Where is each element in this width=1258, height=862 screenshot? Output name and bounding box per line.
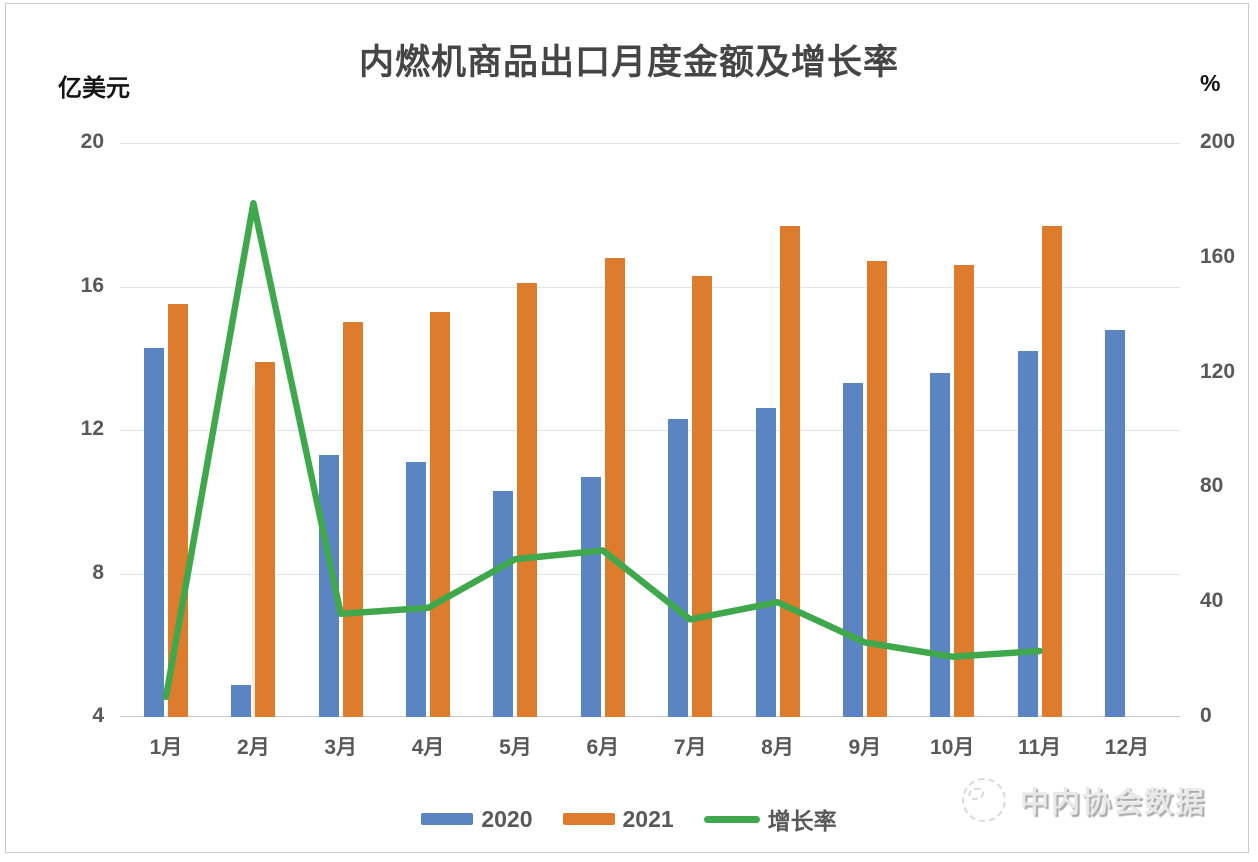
bar-2020-8月 [755,408,776,717]
bar-2020-10月 [930,372,951,717]
watermark: 中内协会数据 [957,773,1207,827]
bar-2021-9月 [866,261,887,717]
legend-item-增长率: 增长率 [703,802,837,836]
x-axis-tick-label: 11月 [1017,736,1062,759]
left-axis-tick-label: 4 [92,704,104,727]
right-axis-unit-label: % [1200,70,1221,96]
bar-2021-10月 [954,264,975,717]
x-axis-tick-label: 5月 [499,736,532,759]
right-axis-tick-label: 160 [1200,244,1236,268]
gridline [120,573,1180,575]
x-axis-tick-label: 2月 [237,736,270,759]
x-axis-tick-label: 6月 [586,736,620,759]
gridline [120,286,1180,288]
legend-item-2021: 2021 [562,805,674,833]
bar-2021-5月 [517,282,538,717]
legend-line-swatch-icon [703,815,760,823]
growth-rate-line [162,200,1043,701]
right-axis-tick-label: 40 [1200,589,1224,613]
left-axis-tick-label: 20 [80,130,104,153]
x-axis-tick-label: 9月 [848,736,882,759]
growth-rate-polyline [162,200,1043,701]
legend-label: 增长率 [767,808,837,834]
x-axis-tick-label: 10月 [930,736,975,759]
bar-2020-2月 [231,684,252,717]
bar-2020-5月 [493,491,514,717]
gridline [120,143,1180,144]
bar-2020-1月 [144,347,164,717]
bar-2021-6月 [604,257,625,717]
bar-2020-6月 [580,476,601,717]
chart-title: 内燃机商品出口月度金额及增长率 [358,43,899,82]
x-axis-tick-label: 12月 [1104,736,1150,759]
legend-item-2020: 2020 [421,805,533,833]
gridline [120,430,1180,431]
bar-2020-11月 [1017,351,1038,717]
x-axis-line [120,716,1180,717]
bar-2021-2月 [255,361,276,717]
legend-bar-swatch-icon [562,813,615,825]
plot-area [120,143,1180,717]
right-axis-tick-label: 80 [1200,474,1224,498]
bar-2021-7月 [692,275,713,717]
left-axis-tick-label: 12 [80,417,104,440]
watermark-logo-icon [957,773,1011,827]
left-axis-unit-label: 亿美元 [58,75,130,102]
x-axis-tick-label: 4月 [411,736,445,759]
legend-label: 2020 [481,805,533,832]
legend: 2020 2021 增长率 [0,802,1258,836]
bar-2021-11月 [1041,225,1062,717]
left-axis-tick-label: 8 [92,560,104,584]
bar-2021-4月 [430,311,451,717]
x-axis-tick-label: 3月 [324,736,358,759]
watermark-text: 中内协会数据 [1020,787,1207,819]
x-axis-tick-label: 8月 [761,736,794,759]
x-axis-tick-label: 7月 [673,736,707,759]
x-axis-tick-label: 1月 [149,736,183,759]
right-axis-tick-label: 200 [1200,130,1236,153]
bar-2020-12月 [1104,329,1125,717]
bar-2021-8月 [779,225,800,717]
bar-2020-4月 [406,462,427,717]
left-axis-tick-label: 16 [80,273,104,297]
bar-2021-3月 [342,322,363,717]
legend-bar-swatch-icon [421,813,474,825]
bar-2020-7月 [668,419,689,717]
right-axis-tick-label: 120 [1200,359,1236,383]
legend-label: 2021 [622,805,674,832]
right-axis-tick-label: 0 [1200,704,1212,727]
